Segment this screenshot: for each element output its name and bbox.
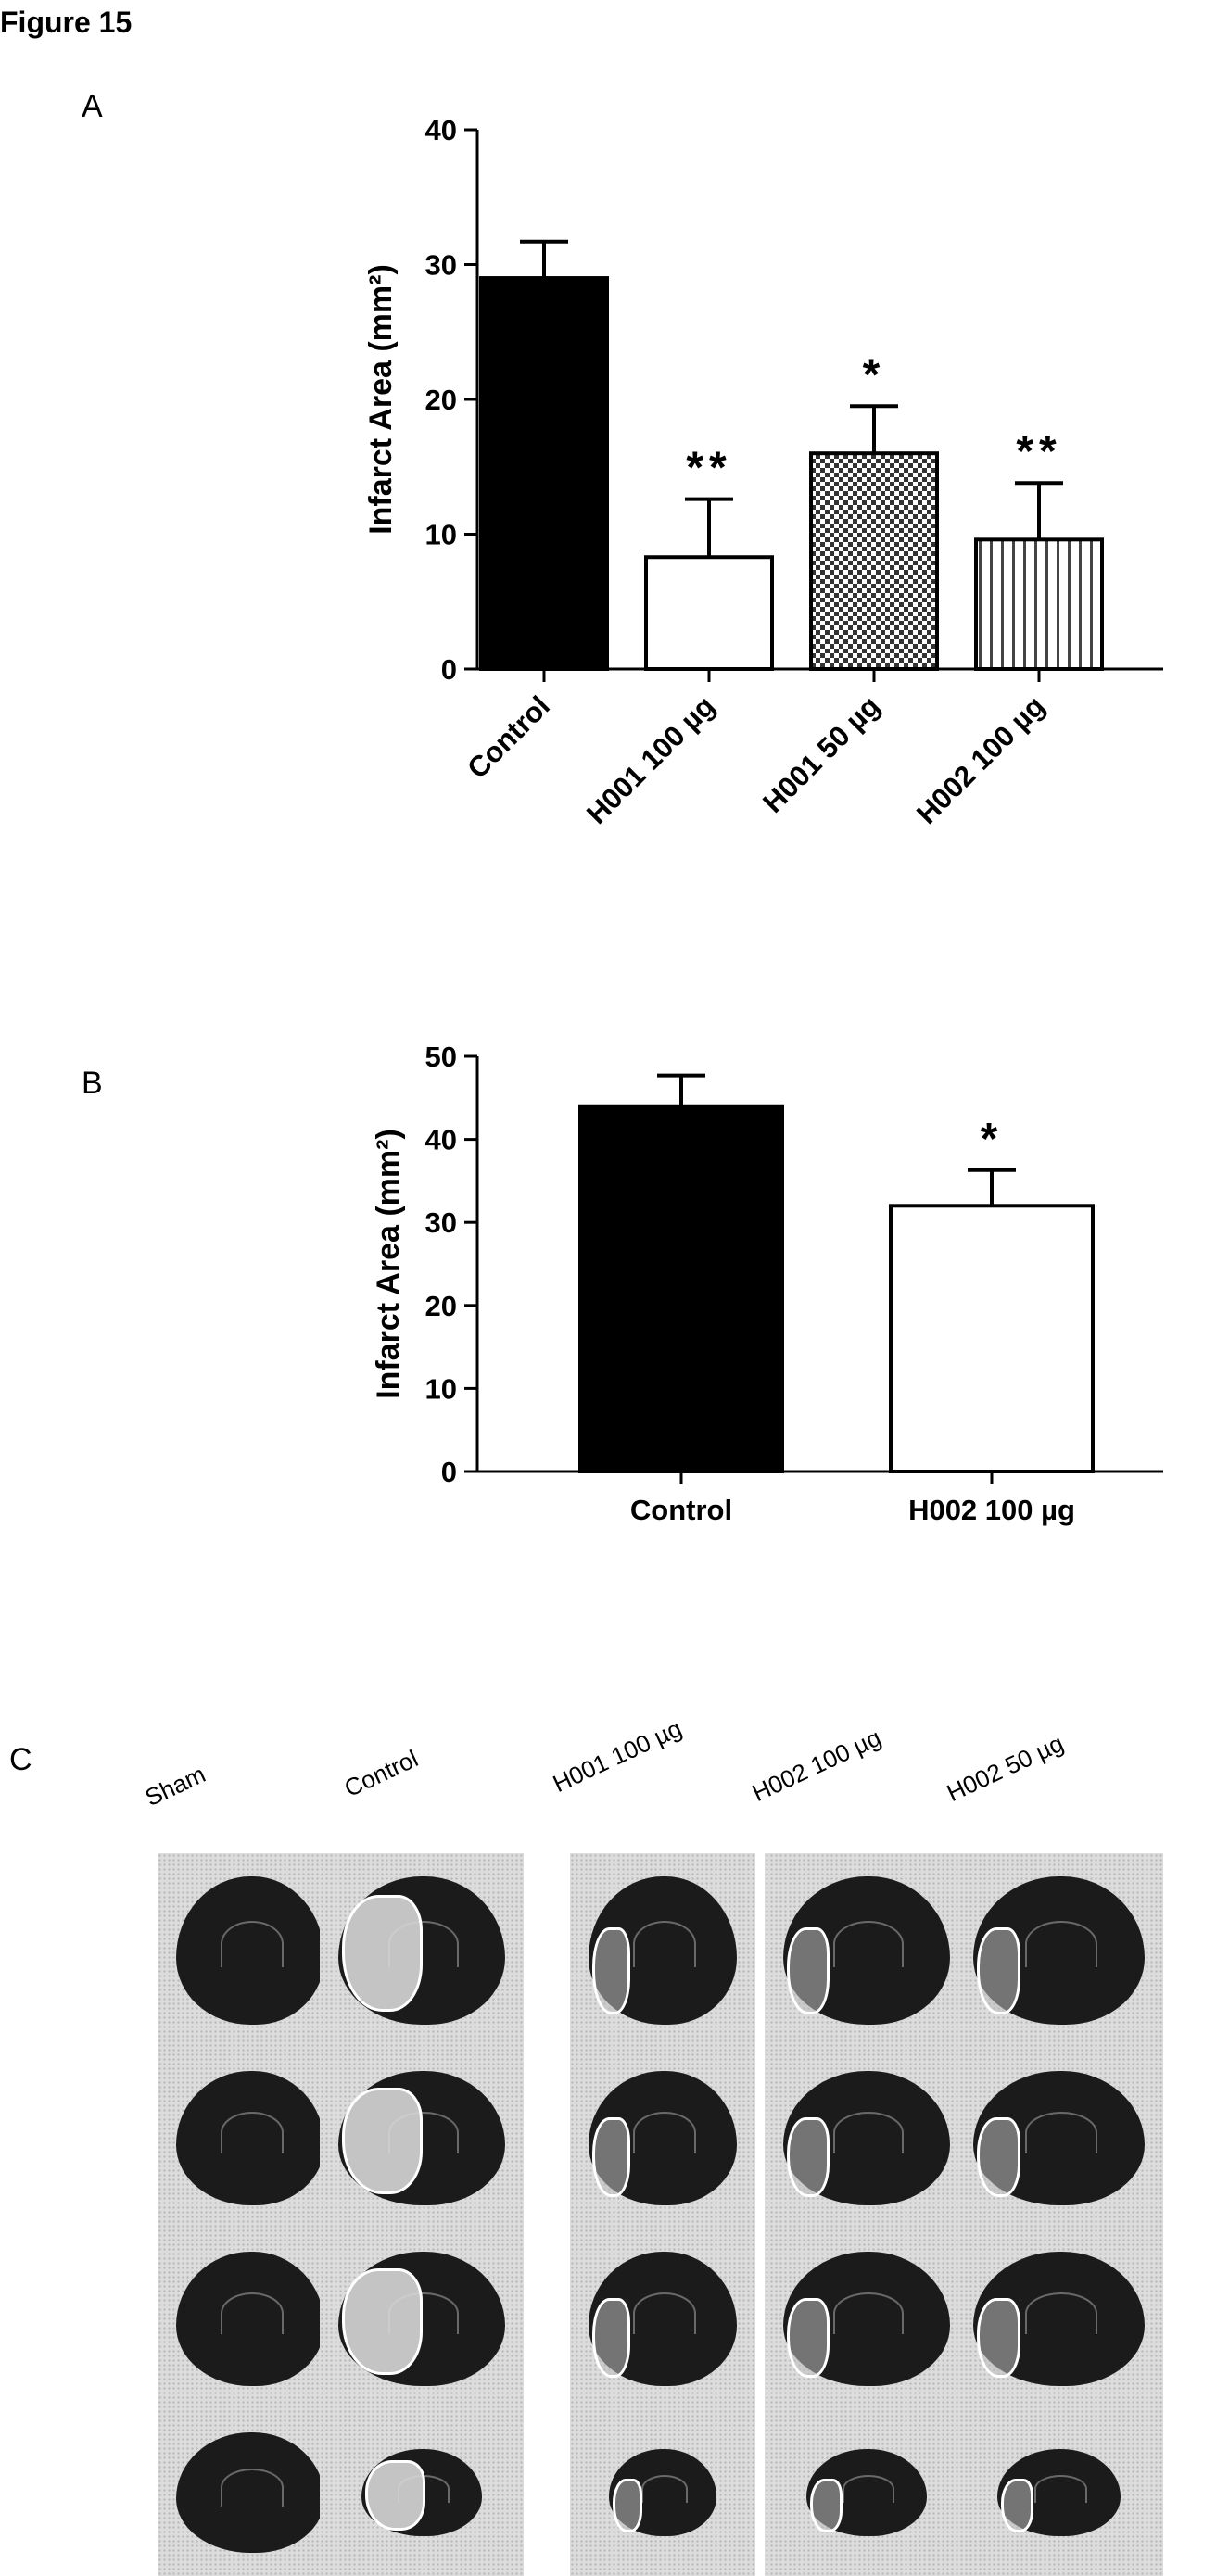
brain-slice — [176, 2071, 324, 2205]
y-tick-label: 0 — [441, 653, 457, 686]
y-tick-label: 30 — [425, 249, 457, 282]
significance-label: ** — [686, 444, 731, 493]
y-tick-label: 20 — [425, 1290, 457, 1322]
y-tick-label: 10 — [425, 519, 457, 551]
infarct-outline — [365, 2459, 425, 2532]
y-tick-label: 30 — [425, 1206, 457, 1239]
significance-label: * — [863, 350, 886, 399]
infarct-outline — [787, 2117, 830, 2197]
infarct-outline — [342, 1895, 423, 2012]
panel-letter-c: C — [9, 1742, 32, 1777]
panel-letter-a: A — [82, 89, 103, 124]
x-tick-label: Control — [630, 1494, 732, 1526]
brain-slice-image — [765, 2409, 969, 2576]
brain-slice-image — [570, 2229, 755, 2409]
brain-slice-image — [320, 1853, 524, 2048]
significance-label: * — [981, 1115, 1004, 1164]
bar — [644, 555, 774, 671]
panel-letter-b: B — [82, 1066, 103, 1101]
y-tick-label: 0 — [441, 1456, 457, 1488]
y-axis-label: Infarct Area (mm²) — [363, 264, 399, 535]
y-tick-label: 40 — [425, 1124, 457, 1156]
brain-slice-image — [570, 2048, 755, 2229]
brain-slice-image — [158, 2409, 343, 2576]
y-tick-label: 20 — [425, 384, 457, 416]
infarct-outline — [342, 2268, 423, 2375]
brain-slice — [176, 2432, 324, 2553]
bar — [578, 1104, 784, 1473]
bar — [479, 276, 609, 671]
y-axis-label: Infarct Area (mm²) — [371, 1129, 406, 1399]
bar — [809, 451, 939, 672]
brain-slice — [176, 2252, 324, 2386]
significance-label: ** — [1016, 427, 1061, 476]
x-tick-label: H002 100 µg — [908, 1494, 1075, 1526]
brain-slice — [176, 1876, 324, 2025]
figure-title: Figure 15 — [0, 6, 133, 39]
brain-slice-image — [158, 1853, 343, 2048]
infarct-outline — [613, 2479, 642, 2532]
brain-slice-image — [765, 2048, 969, 2229]
brain-slice-panel: Sham Control H001 100 µg H002 100 µg H002 50… — [0, 1705, 1229, 2576]
infarct-outline — [787, 1927, 830, 2015]
infarct-outline — [1000, 2479, 1034, 2532]
column-label: H002 100 µg — [747, 1723, 886, 1808]
infarct-outline — [342, 2088, 423, 2194]
infarct-outline — [810, 2479, 843, 2532]
y-tick-label: 50 — [425, 1041, 457, 1073]
infarct-outline — [977, 2117, 1020, 2197]
bar-chart-b: 0 10 20 30 40 50 Infarct Area (mm²) Control * H00… — [371, 1041, 1163, 1526]
column-label: H002 50 µg — [942, 1728, 1068, 1808]
y-tick-label: 40 — [425, 114, 457, 146]
infarct-outline — [977, 1927, 1020, 2015]
brain-slice-image — [320, 2409, 524, 2576]
brain-slice-image — [320, 2229, 524, 2409]
brain-slice-image — [158, 2229, 343, 2409]
brain-slice-image — [765, 2229, 969, 2409]
brain-slice-image — [955, 1853, 1163, 2048]
brain-slice-image — [158, 2048, 343, 2229]
infarct-outline — [592, 1927, 631, 2015]
brain-slice-image — [955, 2409, 1163, 2576]
infarct-outline — [787, 2298, 830, 2378]
brain-slice-image — [955, 2229, 1163, 2409]
brain-slice-image — [765, 1853, 969, 2048]
column-label: Sham — [140, 1760, 210, 1812]
infarct-outline — [977, 2298, 1020, 2378]
brain-slice-image — [570, 2409, 755, 2576]
brain-slice-image — [320, 2048, 524, 2229]
brain-slice-image — [955, 2048, 1163, 2229]
infarct-outline — [592, 2298, 631, 2378]
column-label: Control — [339, 1744, 423, 1803]
bar — [889, 1204, 1095, 1474]
column-label: H001 100 µg — [548, 1713, 687, 1799]
infarct-outline — [592, 2117, 631, 2197]
y-tick-label: 10 — [425, 1372, 457, 1405]
brain-slice-image — [570, 1853, 755, 2048]
